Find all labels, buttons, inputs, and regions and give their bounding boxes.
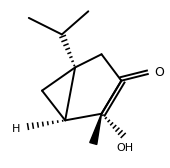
Text: OH: OH — [116, 143, 133, 154]
Text: H: H — [12, 124, 21, 134]
Polygon shape — [90, 114, 101, 144]
Text: O: O — [154, 66, 164, 79]
